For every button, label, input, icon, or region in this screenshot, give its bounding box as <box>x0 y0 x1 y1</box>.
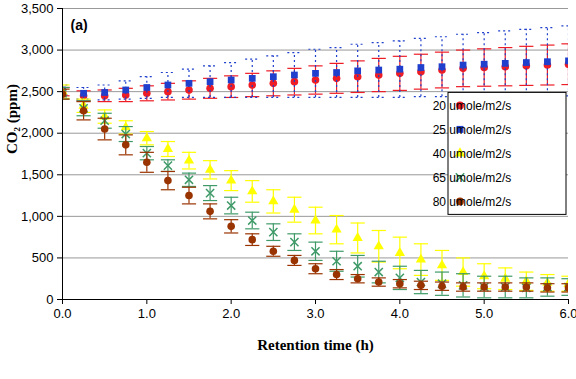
svg-text:80 umole/m2/s: 80 umole/m2/s <box>433 195 512 209</box>
svg-text:Retention time (h): Retention time (h) <box>257 337 374 354</box>
svg-text:1,000: 1,000 <box>21 209 54 224</box>
svg-text:CO₂ (ppm): CO₂ (ppm) <box>4 84 21 154</box>
svg-text:1.0: 1.0 <box>138 306 156 321</box>
svg-text:6.0: 6.0 <box>559 306 576 321</box>
svg-text:40 umole/m2/s: 40 umole/m2/s <box>433 147 512 161</box>
svg-text:65 umole/m2/s: 65 umole/m2/s <box>433 171 512 185</box>
svg-text:3.0: 3.0 <box>306 306 324 321</box>
svg-text:5.0: 5.0 <box>475 306 493 321</box>
svg-text:2,000: 2,000 <box>21 125 54 140</box>
svg-text:2.0: 2.0 <box>222 306 240 321</box>
svg-text:25 umole/m2/s: 25 umole/m2/s <box>433 123 512 137</box>
svg-text:2,500: 2,500 <box>21 84 54 99</box>
svg-text:0.0: 0.0 <box>53 306 71 321</box>
svg-text:1,500: 1,500 <box>21 167 54 182</box>
svg-text:3,000: 3,000 <box>21 42 54 57</box>
svg-text:500: 500 <box>32 250 54 265</box>
svg-text:3,500: 3,500 <box>21 1 54 16</box>
svg-text:(a): (a) <box>71 17 88 33</box>
svg-text:0: 0 <box>46 292 53 307</box>
svg-text:20 umole/m2/s: 20 umole/m2/s <box>433 99 512 113</box>
svg-text:4.0: 4.0 <box>391 306 409 321</box>
